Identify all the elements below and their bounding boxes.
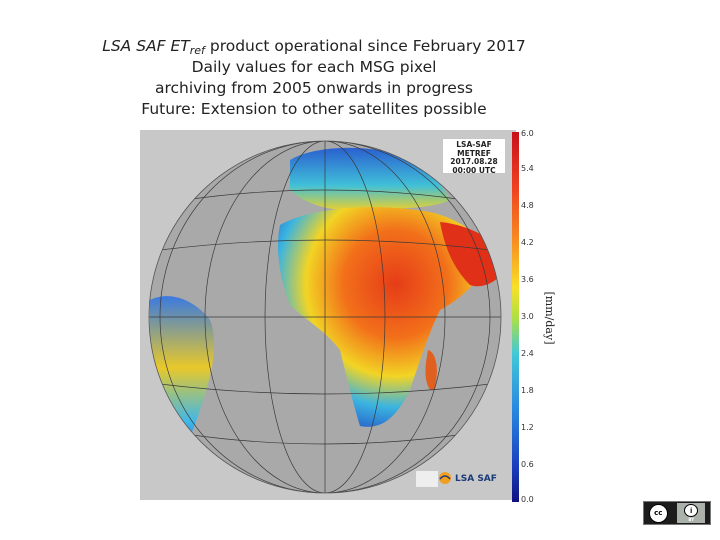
colorbar-tick-label: 1.2 xyxy=(521,423,534,432)
colorbar-tick-label: 6.0 xyxy=(521,129,534,138)
logo-text: LSA SAF xyxy=(455,474,497,484)
caption-line-3: archiving from 2005 onwards in progress xyxy=(154,79,473,97)
lsa-saf-logo-icon xyxy=(438,470,452,489)
colorbar-tick-label: 1.8 xyxy=(521,386,534,395)
stamp-line-2: METREF xyxy=(457,148,491,158)
colorbar-tick-label: 3.0 xyxy=(521,312,534,321)
by-text: BY xyxy=(688,517,695,522)
colorbar-tick-label: 4.2 xyxy=(521,238,534,247)
cc-by-license-badge[interactable]: cc i BY xyxy=(643,501,711,525)
caption-line-4: Future: Extension to other satellites po… xyxy=(141,100,487,118)
colorbar-tick-label: 3.6 xyxy=(521,275,534,284)
unit-label: [mm/day] xyxy=(543,291,556,345)
colorbar-tick-label: 2.4 xyxy=(521,349,534,358)
attribution-icon: i xyxy=(684,504,699,517)
globe-map xyxy=(148,140,502,494)
madagascar-landmass xyxy=(425,350,437,391)
arabia-landmass xyxy=(440,222,501,287)
colorbar-tick-label: 5.4 xyxy=(521,164,534,173)
caption-line-1: LSA SAF ETref product operational since … xyxy=(102,37,526,57)
by-box: i BY xyxy=(677,503,706,523)
stamp-line-1: LSA-SAF xyxy=(456,140,492,149)
lsa-saf-logo: LSA SAF xyxy=(416,466,512,492)
stamp-line-4: 00:00 UTC xyxy=(452,165,496,175)
colorbar-tick-label: 4.8 xyxy=(521,201,534,210)
cc-icon: cc xyxy=(648,503,668,523)
graticule xyxy=(149,141,501,493)
south-america-landmass xyxy=(150,296,215,475)
timestamp-stamp: LSA-SAF METREF 2017.08.28 00:00 UTC xyxy=(442,138,506,174)
caption-line-2: Daily values for each MSG pixel xyxy=(191,58,437,76)
globe-map-figure xyxy=(140,130,516,500)
colorbar-tick-label: 0.0 xyxy=(521,495,534,504)
caption: LSA SAF ETref product operational since … xyxy=(100,36,528,120)
colorbar-tick-label: 0.6 xyxy=(521,460,534,469)
colorbar xyxy=(512,132,519,502)
stamp-line-3: 2017.08.28 xyxy=(450,157,498,166)
logo-badge xyxy=(416,471,438,487)
europe-landmass xyxy=(290,147,450,211)
